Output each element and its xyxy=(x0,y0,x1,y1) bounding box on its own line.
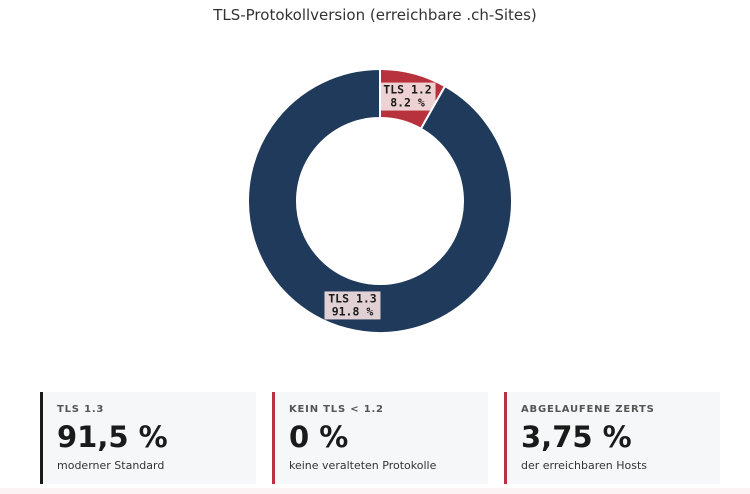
slice-label-box xyxy=(379,82,436,111)
slice-label-value: 91.8 % xyxy=(332,304,374,318)
kpi-card-tls13: TLS 1.3 91,5 % moderner Standard xyxy=(40,392,256,484)
donut-slice-tls-1-3 xyxy=(247,67,513,334)
card-subtitle: keine veralteten Protokolle xyxy=(289,459,437,472)
slice-label-name: TLS 1.2 xyxy=(383,83,431,97)
bottom-strip xyxy=(0,488,750,494)
kpi-card-expired-certs: ABGELAUFENE ZERTS 3,75 % der erreichbare… xyxy=(504,392,720,484)
card-subtitle: moderner Standard xyxy=(57,459,165,472)
card-accent-bar xyxy=(40,392,43,484)
slice-label: TLS 1.28.2 % xyxy=(379,82,436,111)
card-accent-bar xyxy=(504,392,507,484)
donut-chart: TLS 1.28.2 % TLS 1.391.8 % xyxy=(247,67,513,334)
kpi-cards: TLS 1.3 91,5 % moderner Standard KEIN TL… xyxy=(40,392,720,484)
card-accent-bar xyxy=(272,392,275,484)
kpi-card-no-old-tls: KEIN TLS < 1.2 0 % keine veralteten Prot… xyxy=(272,392,488,484)
card-label: KEIN TLS < 1.2 xyxy=(289,404,384,415)
slice-label: TLS 1.391.8 % xyxy=(324,291,381,320)
card-label: ABGELAUFENE ZERTS xyxy=(521,404,655,415)
card-subtitle: der erreichbaren Hosts xyxy=(521,459,648,472)
card-value: 0 % xyxy=(289,420,349,454)
chart-title: TLS-Protokollversion (erreichbare .ch-Si… xyxy=(213,6,537,24)
card-value: 91,5 % xyxy=(57,420,168,454)
card-value: 3,75 % xyxy=(521,420,632,454)
slice-label-name: TLS 1.3 xyxy=(328,291,377,305)
slice-label-box xyxy=(324,291,381,320)
card-label: TLS 1.3 xyxy=(57,404,105,415)
slice-label-value: 8.2 % xyxy=(390,96,425,110)
